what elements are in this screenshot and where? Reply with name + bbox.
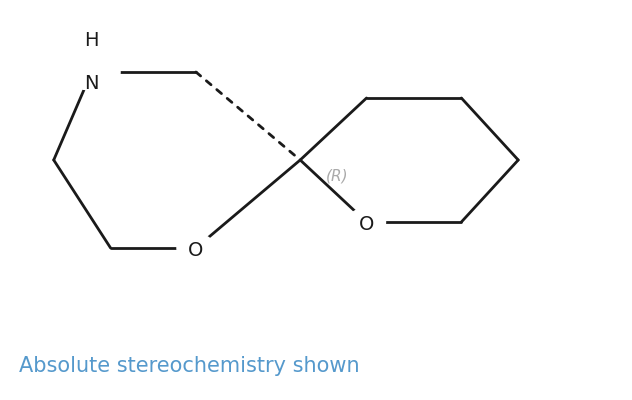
Text: (R): (R): [325, 168, 348, 184]
Text: O: O: [359, 214, 374, 234]
Ellipse shape: [63, 54, 120, 90]
Ellipse shape: [348, 208, 386, 236]
Text: O: O: [188, 240, 204, 260]
Text: Absolute stereochemistry shown: Absolute stereochemistry shown: [19, 356, 360, 376]
Text: N: N: [85, 74, 99, 93]
Ellipse shape: [177, 234, 215, 262]
Text: H: H: [85, 31, 99, 50]
